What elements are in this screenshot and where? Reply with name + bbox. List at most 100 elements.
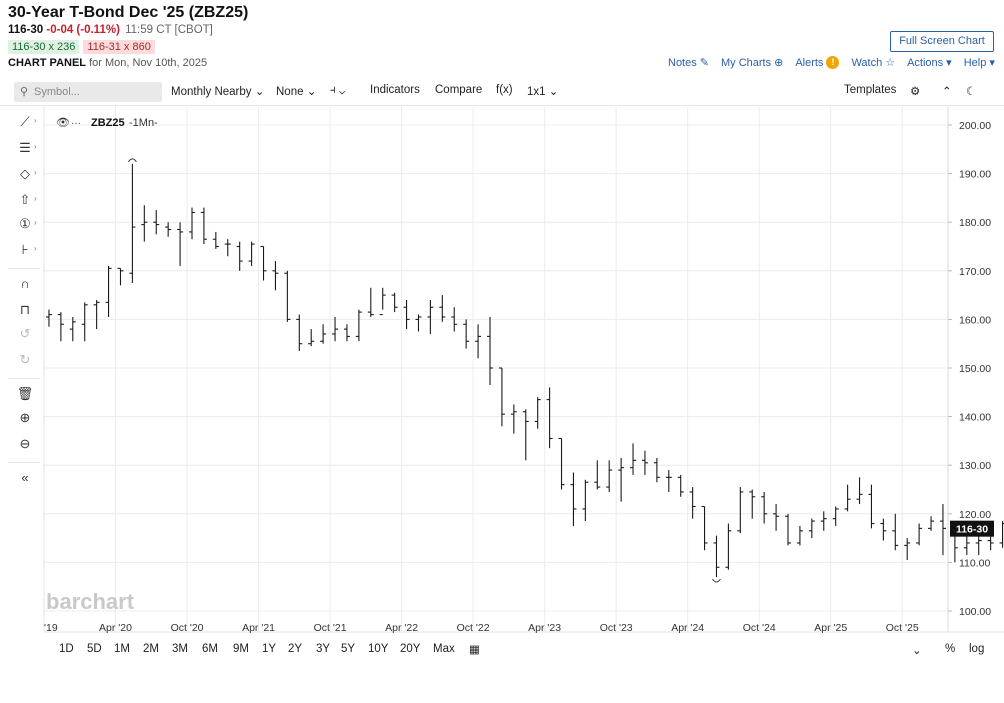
- y-tick-label: 100.00: [959, 606, 991, 618]
- range-button-5d[interactable]: 5D: [87, 643, 102, 655]
- zoom-in-icon[interactable]: ⊕: [19, 410, 31, 425]
- trash-icon[interactable]: 🗑: [16, 386, 34, 401]
- chart-grid: [43, 107, 1004, 633]
- x-tick-label: Apr '25: [814, 622, 847, 634]
- ohlc-bar: [93, 299, 100, 330]
- ohlc-bar: [582, 479, 589, 522]
- watermark-layer: barchart: [46, 589, 135, 614]
- range-button-1m[interactable]: 1M: [114, 643, 130, 655]
- ohlc-bar: [570, 472, 577, 526]
- y-tick-label: 130.00: [959, 460, 991, 472]
- ohlc-bar: [904, 538, 911, 560]
- log-toggle[interactable]: log: [969, 643, 985, 655]
- ohlc-bar: [487, 316, 493, 386]
- dark-mode-moon-icon[interactable]: ☾: [966, 86, 977, 98]
- layout-dropdown[interactable]: 1x1 ⌄: [527, 84, 558, 98]
- shape-tool-icon[interactable]: ◇ ›: [20, 166, 37, 181]
- trendline-tool-icon[interactable]: ⟋ ›: [20, 114, 37, 129]
- ohlc-bar: [510, 404, 517, 434]
- range-button-5y[interactable]: 5Y: [341, 643, 356, 655]
- notes-link[interactable]: Notes ✎: [668, 56, 709, 70]
- ohlc-bar: [808, 518, 815, 539]
- zoom-out-icon[interactable]: ⊖: [19, 436, 31, 451]
- range-button-3y[interactable]: 3Y: [316, 643, 331, 655]
- percent-toggle[interactable]: %: [945, 643, 956, 655]
- more-icon: ···: [71, 118, 81, 129]
- overlay-label: None: [276, 86, 304, 98]
- calendar-icon[interactable]: ▦: [469, 644, 480, 656]
- chevron-down-icon: ⌄: [338, 84, 346, 96]
- range-button-9m[interactable]: 9M: [233, 643, 249, 655]
- ohlc-bar: [284, 270, 291, 322]
- top-links: Notes ✎ My Charts ⊕ Alerts ! Watch ☆ Act…: [668, 56, 995, 69]
- ohlc-bar: [117, 267, 124, 286]
- annotation-tool-icon[interactable]: ① ›: [19, 216, 37, 231]
- magnet-icon[interactable]: ∩: [20, 276, 30, 291]
- range-button-max[interactable]: Max: [433, 643, 455, 655]
- indicators-button[interactable]: Indicators: [370, 84, 420, 96]
- ohlc-bar: [713, 535, 720, 577]
- overlay-dropdown[interactable]: None ⌄: [276, 84, 316, 98]
- range-button-2y[interactable]: 2Y: [288, 643, 303, 655]
- range-button-20y[interactable]: 20Y: [400, 643, 421, 655]
- expand-down-icon[interactable]: ⌄: [912, 645, 922, 657]
- x-tick-label: Oct '23: [600, 622, 633, 634]
- my-charts-link[interactable]: My Charts ⊕: [721, 56, 783, 70]
- ohlc-bar: [546, 387, 553, 449]
- ohlc-bar: [832, 506, 839, 526]
- range-button-1d[interactable]: 1D: [59, 643, 74, 655]
- ohlc-bar: [427, 299, 434, 334]
- ohlc-bar: [796, 525, 803, 546]
- watch-link[interactable]: Watch ☆: [851, 56, 895, 70]
- collapse-up-icon[interactable]: ⌃: [942, 86, 952, 98]
- collapse-left-icon[interactable]: «: [21, 470, 29, 485]
- range-button-10y[interactable]: 10Y: [368, 643, 389, 655]
- compare-button[interactable]: Compare: [435, 84, 483, 96]
- fibonacci-tool-icon[interactable]: ☰ ›: [19, 140, 37, 155]
- settings-gear-icon[interactable]: ⚙: [910, 86, 921, 98]
- ohlc-bar: [177, 222, 184, 266]
- period-label: Monthly Nearby: [171, 86, 252, 98]
- ohlc-bar: [641, 450, 648, 475]
- last-price-label: 116-30: [956, 524, 988, 536]
- range-button-1y[interactable]: 1Y: [262, 643, 277, 655]
- range-button-6m[interactable]: 6M: [202, 643, 218, 655]
- ohlc-bar: [677, 474, 684, 497]
- range-button-2m[interactable]: 2M: [143, 643, 159, 655]
- ask-badge: 116-31 x 860: [83, 40, 155, 54]
- y-tick-label: 180.00: [959, 217, 991, 229]
- ohlc-bar: [141, 205, 148, 242]
- ohlc-bar: [248, 241, 255, 266]
- tool-divider: [8, 462, 40, 463]
- ohlc-bar: [761, 491, 768, 524]
- redo-icon[interactable]: ↻: [19, 352, 31, 367]
- actions-label: Actions: [907, 56, 944, 69]
- chart-legend: 👁 ··· ZBZ25 -1Mn-: [56, 116, 158, 129]
- tool-divider: [8, 378, 40, 379]
- templates-button[interactable]: Templates: [844, 84, 897, 96]
- ohlc-bar: [57, 312, 64, 342]
- range-button-3m[interactable]: 3M: [172, 643, 188, 655]
- ohlc-bar: [665, 470, 672, 492]
- full-screen-chart-button[interactable]: Full Screen Chart: [890, 31, 994, 52]
- alerts-link[interactable]: Alerts !: [795, 56, 840, 69]
- help-menu[interactable]: Help ▾: [964, 56, 995, 70]
- actions-menu[interactable]: Actions ▾: [907, 56, 952, 70]
- period-dropdown[interactable]: Monthly Nearby ⌄: [171, 84, 264, 98]
- lock-icon[interactable]: ⊓: [19, 302, 31, 317]
- ohlc-bar: [868, 484, 875, 529]
- measure-tool-icon[interactable]: ⊦ ›: [21, 242, 37, 257]
- x-tick-label: Apr '21: [242, 622, 275, 634]
- y-tick-label: 190.00: [959, 169, 991, 181]
- ohlc-bar: [81, 302, 88, 342]
- fx-button[interactable]: f(x): [496, 84, 513, 96]
- legend-interval: -1Mn-: [129, 117, 158, 129]
- ohlc-bar: [844, 484, 851, 512]
- chart-type-dropdown[interactable]: ⫞ ⌄: [330, 84, 345, 97]
- ohlc-bar: [296, 314, 303, 351]
- undo-icon[interactable]: ↺: [19, 326, 31, 341]
- arrow-tool-icon[interactable]: ⇧ ›: [19, 192, 37, 207]
- y-tick-label: 110.00: [959, 557, 990, 569]
- symbol-search-input[interactable]: ⚲ Symbol...: [14, 82, 162, 102]
